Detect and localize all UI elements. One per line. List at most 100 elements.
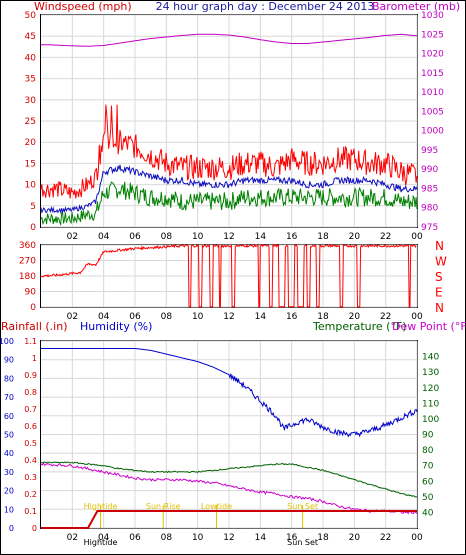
direction-y-tick-label: 0 [30, 303, 36, 313]
compass-letter-label: W [435, 255, 447, 269]
direction-y-tick-label: 90 [25, 288, 37, 298]
direction-x-tick-label: 18 [317, 312, 329, 322]
dewpoint-series-line [40, 462, 418, 515]
temperature-series-line [40, 461, 418, 498]
direction-y-tick-label: 360 [19, 241, 36, 251]
event-label: Sun Rise [146, 502, 181, 511]
barometer-y-tick-label: 1005 [421, 107, 444, 117]
windspeed-axis-title: Windspeed (mph) [34, 0, 132, 13]
rain-x-tick-label: 06 [129, 533, 141, 543]
wind-y-tick-label: 20 [25, 138, 37, 148]
direction-x-tick-label: 04 [98, 312, 110, 322]
wind-x-tick-label: 10 [192, 232, 204, 242]
humidity-y-tick-label: 30 [4, 468, 14, 477]
wind-x-tick-label: 20 [349, 232, 361, 242]
rainfall-y-tick-label: 0.4 [24, 456, 37, 465]
wind-y-tick-label: 10 [25, 181, 37, 191]
rainfall-series-line [41, 510, 417, 529]
temperature-y-tick-label: 110 [422, 399, 439, 409]
humidity-y-tick-label: 0 [9, 524, 14, 533]
barometer-y-tick-label: 1020 [421, 50, 444, 60]
compass-letter-label: N [435, 239, 444, 253]
temperature-y-tick-label: 120 [422, 384, 439, 394]
average-wind-series-line [40, 164, 418, 215]
humidity-y-tick-label: 10 [4, 505, 14, 514]
chart-title: 24 hour graph day : December 24 2013 [156, 0, 375, 13]
rainfall-y-tick-label: 0.3 [24, 473, 37, 482]
wind-y-tick-label: 30 [25, 96, 37, 106]
label-layer: 0510152025303540455097598098599099510001… [0, 11, 447, 547]
temperature-y-tick-label: 50 [422, 493, 434, 503]
rain-x-tick-label: 14 [255, 533, 267, 543]
rainfall-y-tick-label: 0.1 [24, 507, 37, 516]
wind-y-tick-label: 25 [25, 117, 36, 127]
rainfall-y-tick-label: 0.9 [24, 371, 37, 380]
rainfall-y-tick-label: 0.8 [24, 388, 37, 397]
gust-series-line [40, 104, 418, 199]
direction-x-tick-label: 00 [411, 312, 423, 322]
compass-letter-label: E [435, 286, 443, 300]
rain-x-tick-label: 22 [380, 533, 391, 543]
axis-event-label: Sun Set [287, 538, 318, 547]
rain-x-tick-label: 16 [286, 533, 298, 543]
wind-x-tick-label: 16 [286, 232, 298, 242]
event-label: Sun Set [287, 502, 318, 511]
wind-x-tick-label: 04 [98, 232, 110, 242]
direction-x-tick-label: 08 [161, 312, 173, 322]
humidity-series-line [41, 348, 418, 438]
wind-y-tick-label: 45 [25, 32, 36, 42]
humidity-y-tick-label: 100 [0, 337, 14, 346]
temperature-y-tick-label: 60 [422, 477, 434, 487]
axis-event-label: Hightide [84, 538, 118, 547]
wind-y-tick-label: 0 [30, 223, 36, 233]
wind-x-tick-label: 12 [223, 232, 234, 242]
rainfall-y-tick-label: 0 [32, 524, 37, 533]
compass-letter-label: N [435, 301, 444, 315]
direction-x-tick-label: 22 [380, 312, 391, 322]
direction-x-tick-label: 12 [223, 312, 234, 322]
humidity-y-tick-label: 20 [4, 487, 14, 496]
direction-x-tick-label: 02 [67, 312, 78, 322]
wind-speed-series-line [40, 181, 418, 227]
wind-x-tick-label: 00 [411, 232, 423, 242]
rainfall-y-tick-label: 1 [32, 354, 37, 363]
event-label: Hightide [84, 502, 118, 511]
barometer-y-tick-label: 975 [421, 223, 438, 233]
temperature-y-tick-label: 90 [422, 431, 434, 441]
rainfall-y-tick-label: 1.1 [24, 337, 37, 346]
rain-x-tick-label: 04 [98, 533, 110, 543]
rainfall-y-tick-label: 0.7 [24, 405, 37, 414]
series-layer [40, 33, 418, 529]
barometer-y-tick-label: 1010 [421, 88, 444, 98]
rain-x-tick-label: 02 [67, 533, 78, 543]
wind-x-tick-label: 22 [380, 232, 391, 242]
wind-x-tick-label: 02 [67, 232, 78, 242]
rain-x-tick-label: 10 [192, 533, 204, 543]
wind-x-tick-label: 14 [255, 232, 267, 242]
rainfall-y-tick-label: 0.5 [24, 439, 37, 448]
wind-y-tick-label: 5 [30, 202, 36, 212]
wind-x-tick-label: 08 [161, 232, 173, 242]
temperature-y-tick-label: 70 [422, 462, 434, 472]
humidity-y-tick-label: 40 [4, 449, 14, 458]
temperature-y-tick-label: 130 [422, 368, 439, 378]
rainfall-axis-title: Rainfall (.in) [1, 320, 68, 333]
direction-x-tick-label: 20 [349, 312, 361, 322]
wind-x-tick-label: 18 [317, 232, 329, 242]
wind-x-tick-label: 06 [129, 232, 141, 242]
compass-letter-label: S [435, 270, 443, 284]
direction-y-tick-label: 180 [19, 272, 36, 282]
barometer-axis-title: Barometer (mb) [372, 0, 460, 13]
barometer-y-tick-label: 1025 [421, 30, 444, 40]
barometer-y-tick-label: 990 [421, 165, 438, 175]
wind-y-tick-label: 50 [25, 11, 37, 21]
wind-y-tick-label: 35 [25, 75, 36, 85]
humidity-y-tick-label: 80 [4, 374, 14, 383]
wind-direction-series-line [40, 243, 417, 308]
temperature-y-tick-label: 140 [422, 353, 439, 363]
humidity-y-tick-label: 70 [4, 393, 14, 402]
rainfall-y-tick-label: 0.6 [24, 422, 37, 431]
humidity-y-tick-label: 90 [4, 356, 14, 365]
